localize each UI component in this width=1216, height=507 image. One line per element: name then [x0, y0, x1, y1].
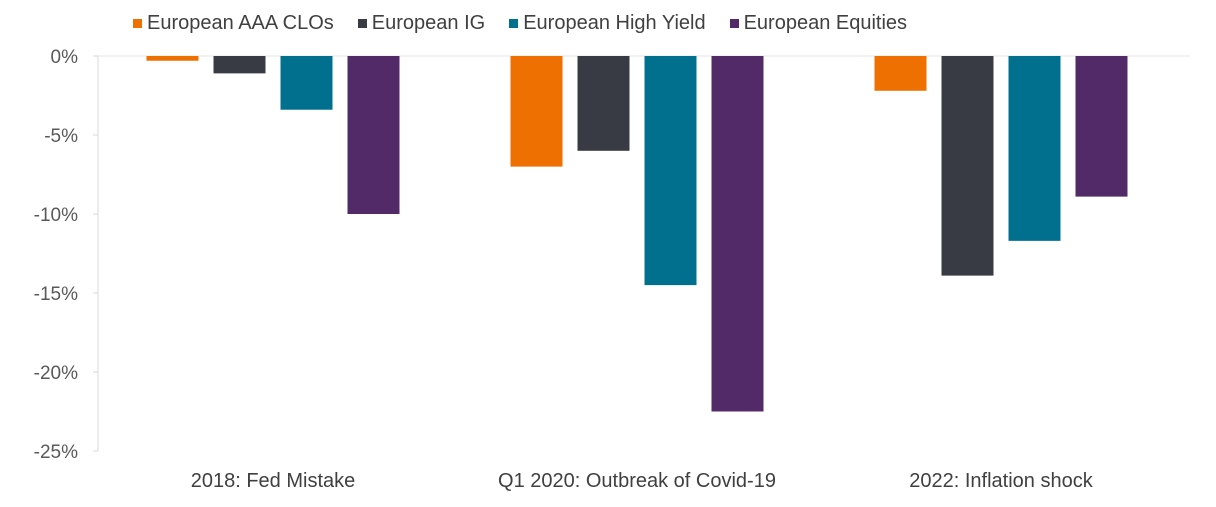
bar [644, 56, 697, 286]
y-tick-label: -10% [34, 205, 78, 226]
y-axis: 0% -5% -10% -15% -20% -25% [34, 47, 1190, 463]
legend-item: European AAA CLOs [133, 12, 334, 35]
y-tick-label: -25% [34, 442, 78, 463]
y-tick-label: -5% [44, 126, 78, 147]
bar [510, 56, 563, 167]
bar [347, 56, 400, 214]
legend-swatch [133, 19, 142, 28]
legend-label: European Equities [743, 12, 908, 34]
bar [146, 56, 199, 61]
legend-label: European High Yield [523, 12, 706, 34]
y-tick-label: 0% [51, 47, 79, 68]
bar [711, 56, 764, 412]
legend-label: European IG [371, 12, 486, 34]
x-axis-labels: 2018: Fed Mistake Q1 2020: Outbreak of Co… [191, 470, 1094, 492]
y-tick-label: -15% [34, 284, 78, 305]
bar [941, 56, 994, 276]
legend-label: European AAA CLOs [147, 12, 334, 34]
legend-item: European Equities [729, 12, 908, 35]
category-label: Q1 2020: Outbreak of Covid-19 [498, 470, 776, 492]
bar [1075, 56, 1128, 197]
bars [146, 56, 1128, 412]
bar [577, 56, 630, 151]
y-tick-label: -20% [34, 363, 78, 384]
chart-legend: European AAA CLOs European IG European Hig… [133, 12, 931, 35]
category-label: 2018: Fed Mistake [191, 470, 356, 492]
legend-item: European IG [357, 12, 486, 35]
category-label: 2022: Inflation shock [909, 470, 1093, 492]
legend-swatch [357, 19, 367, 28]
bar [874, 56, 927, 91]
bar [280, 56, 333, 110]
bar [213, 56, 266, 74]
legend-swatch [729, 19, 739, 28]
legend-item: European High Yield [509, 12, 706, 35]
bar [1008, 56, 1061, 241]
legend-swatch [509, 19, 519, 28]
